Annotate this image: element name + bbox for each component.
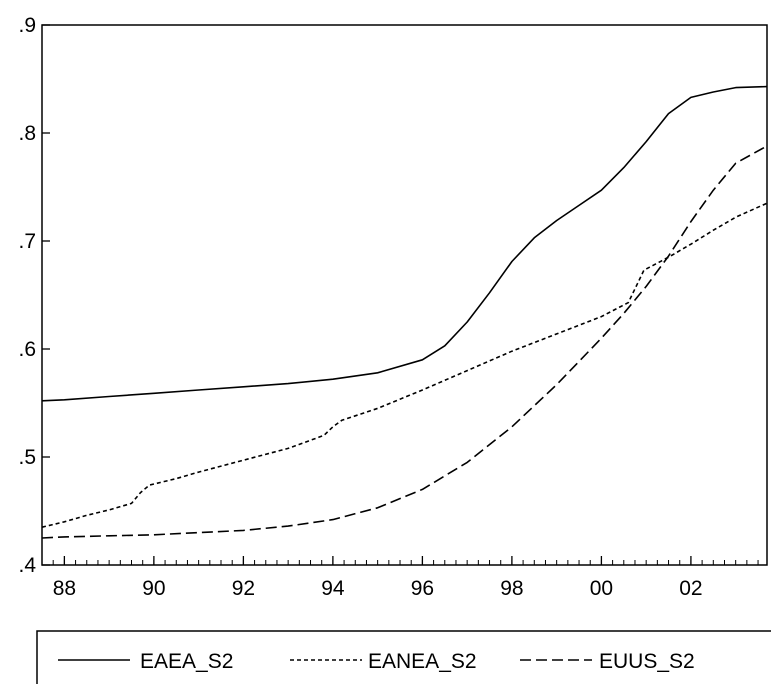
- legend-label: EANEA_S2: [368, 650, 477, 673]
- x-tick-label: 02: [679, 577, 702, 600]
- x-tick-label: 00: [590, 577, 613, 600]
- x-tick-label: 92: [232, 577, 255, 600]
- y-axis: .4 .5 .6 .7 .8 .9: [18, 14, 50, 577]
- x-tick-label: 88: [53, 577, 76, 600]
- y-tick-label: .6: [18, 338, 36, 361]
- y-tick-label: .7: [18, 230, 36, 253]
- x-tick-label: 98: [500, 577, 523, 600]
- plot-frame: [41, 24, 768, 566]
- legend-label: EAEA_S2: [140, 650, 233, 673]
- y-tick-label: .4: [18, 554, 36, 577]
- y-tick-label: .5: [18, 446, 36, 469]
- x-tick-label: 94: [321, 577, 345, 600]
- legend-label: EUUS_S2: [599, 650, 695, 673]
- legend: EAEA_S2 EANEA_S2 EUUS_S2: [36, 630, 771, 684]
- series-line-eaea-s2: [41, 85, 768, 402]
- plot-area: [41, 24, 768, 566]
- x-tick-label: 96: [411, 577, 434, 600]
- series-line-eanea-s2: [41, 202, 768, 528]
- y-tick-label: .8: [18, 122, 36, 145]
- series-line-euus-s2: [41, 145, 768, 539]
- x-axis: 88 90 92 94 96 98 00 02: [41, 556, 759, 600]
- series-layer: [41, 85, 768, 539]
- y-tick-label: .9: [18, 14, 36, 37]
- x-tick-label: 90: [142, 577, 165, 600]
- legend-frame: [36, 630, 771, 684]
